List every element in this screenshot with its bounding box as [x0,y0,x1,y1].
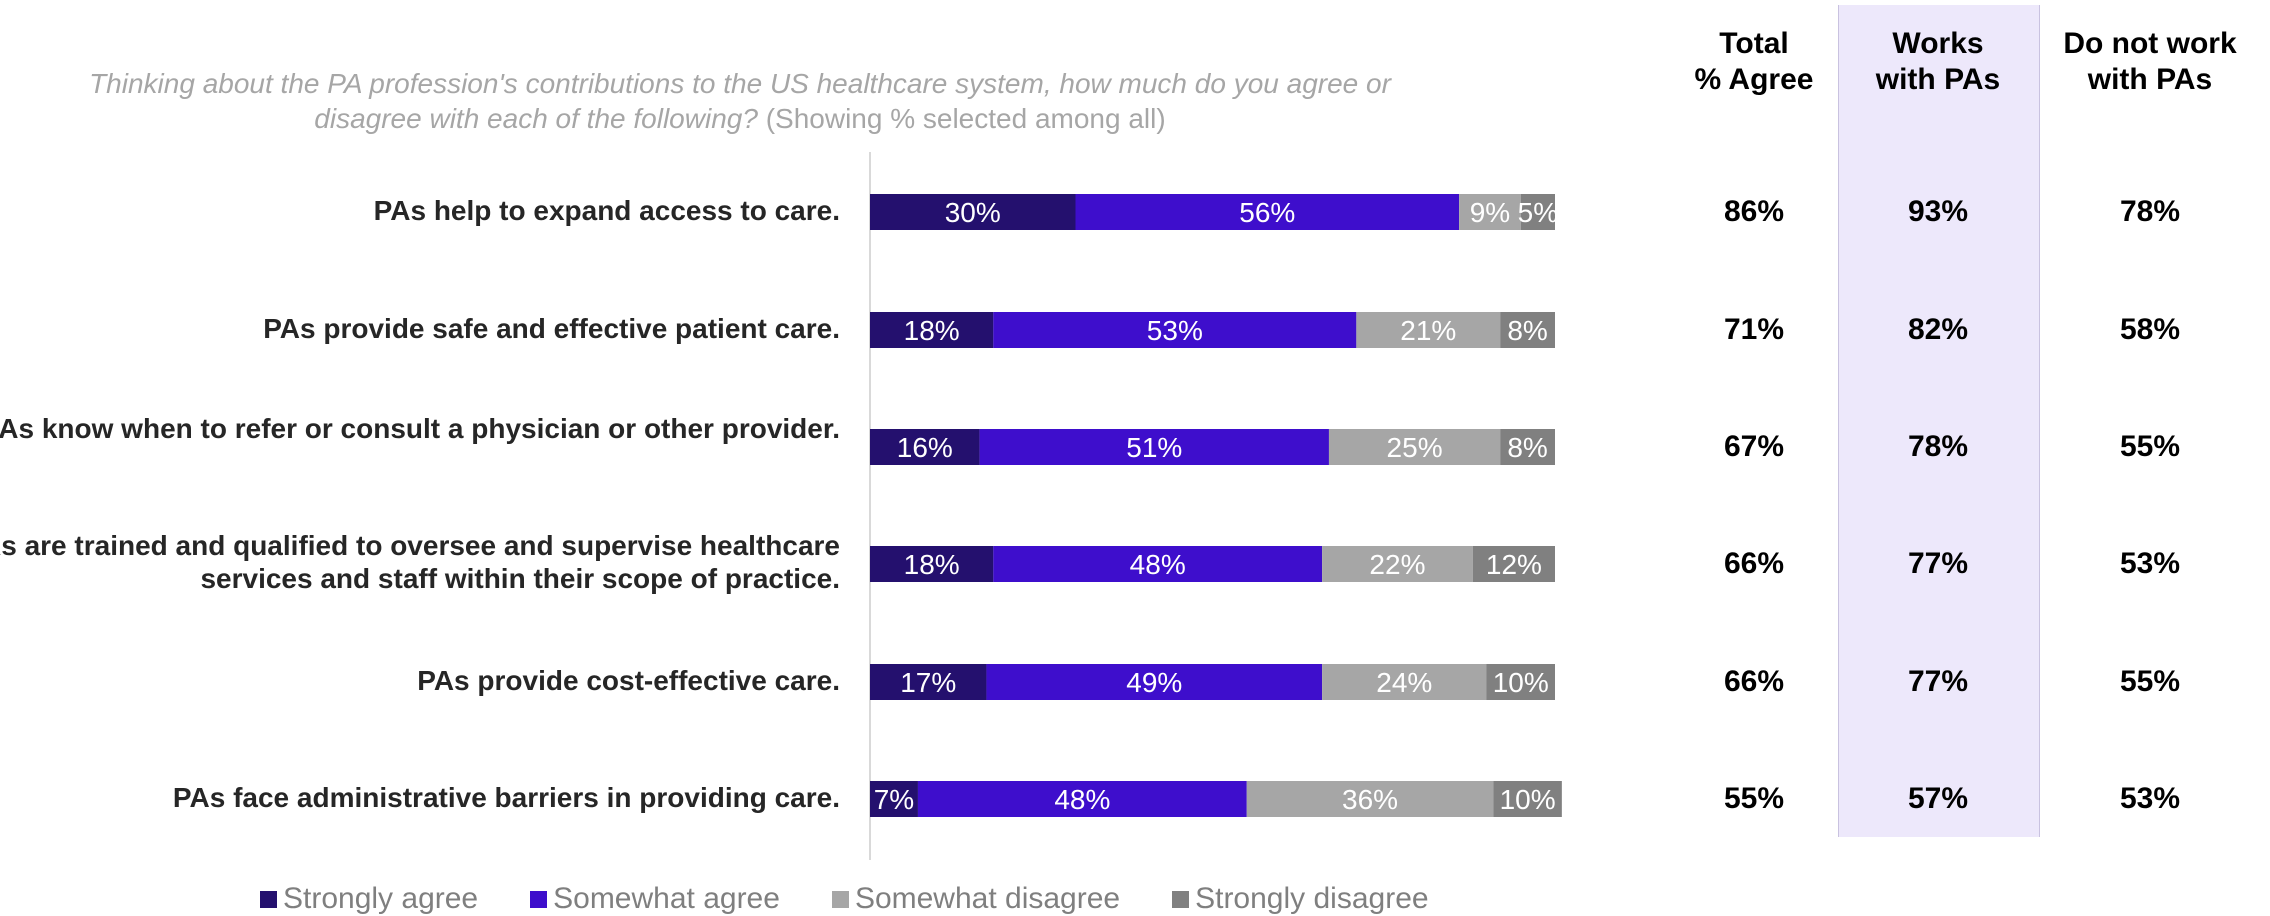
bar-somewhat-agree [979,429,1329,465]
row-label: PAs provide safe and effective patient c… [263,312,840,344]
bar-somewhat-agree [993,312,1357,348]
data-label: 16% [897,432,953,463]
table-column-header: Total % Agree [1694,27,1814,96]
chart-legend: Strongly agree Somewhat agree Somewhat dis… [260,882,1429,916]
bar-somewhat-disagree [1459,194,1521,230]
data-label: 8% [1507,432,1547,463]
bar-somewhat-agree [917,781,1247,817]
row-label: PAs provide cost-effective care. [417,664,840,696]
legend-label: Somewhat disagree [854,882,1121,915]
data-label: 51% [1126,432,1182,463]
row-label: PAs are trained and qualified to oversee… [0,530,840,594]
data-label: 10% [1493,667,1549,698]
bar-strongly-disagree [1472,546,1555,582]
table-cell: 55% [2119,665,2181,698]
row-label: PAs help to expand access to care. [373,194,840,226]
table-cell: 77% [1907,547,1969,580]
table-cell: 82% [1907,313,1969,346]
legend-swatch [1172,890,1190,908]
legend-item: Somewhat agree [530,882,780,916]
legend-swatch [831,890,849,908]
legend-label: Strongly disagree [1195,882,1429,915]
bar-somewhat-disagree [1322,664,1487,700]
data-label: 18% [904,315,960,346]
table-column-header: Do not work with PAs [2063,27,2237,96]
legend-swatch [530,890,548,908]
table-cell: 55% [1723,782,1785,815]
legend-label: Somewhat agree [553,882,780,915]
data-label: 53% [1147,315,1203,346]
bar-strongly-disagree [1500,312,1555,348]
table-cell: 66% [1723,547,1785,580]
bar-strongly-disagree [1486,664,1555,700]
bar-somewhat-disagree [1328,429,1501,465]
row-label: PAs face administrative barriers in prov… [172,781,840,813]
bar-somewhat-disagree [1356,312,1501,348]
data-label: 56% [1239,197,1295,228]
question-main: Thinking about the PA profession's contr… [89,68,1391,134]
legend-item: Strongly agree [260,882,478,916]
table-cell: 93% [1907,195,1969,228]
table-cell: 66% [1723,665,1785,698]
data-label: 49% [1126,667,1182,698]
data-label: 24% [1376,667,1432,698]
table-column-header: Works with PAs [1875,27,2001,96]
table-cell: 78% [2119,195,2181,228]
bar-strongly-disagree [1493,781,1562,817]
bar-strongly-agree [870,194,1076,230]
data-label: 48% [1054,784,1110,815]
bar-somewhat-agree [986,664,1323,700]
question-note: (Showing % selected among all) [765,103,1166,134]
data-label: 7% [874,784,914,815]
bar-strongly-agree [870,429,980,465]
legend-label: Strongly agree [283,882,479,915]
bar-strongly-disagree [1520,194,1555,230]
table-cell: 86% [1723,195,1785,228]
question-text: Thinking about the PA profession's contr… [40,66,1440,136]
table-cell: 71% [1723,313,1785,346]
legend-item: Strongly disagree [1172,882,1429,916]
legend-item: Somewhat disagree [831,882,1121,916]
bar-somewhat-disagree [1246,781,1494,817]
table-cell: 58% [2119,313,2181,346]
data-label: 21% [1400,315,1456,346]
row-label: PAs know when to refer or consult a phys… [0,413,840,444]
data-label: 18% [904,549,960,580]
data-label: 25% [1387,432,1443,463]
data-label: 8% [1507,315,1547,346]
data-label: 17% [900,667,956,698]
bar-strongly-agree [870,781,918,817]
data-label: 12% [1486,549,1542,580]
data-label: 22% [1369,549,1425,580]
table-cell: 78% [1907,430,1969,463]
bar-somewhat-disagree [1322,546,1473,582]
bar-somewhat-agree [993,546,1323,582]
bar-strongly-disagree [1500,429,1555,465]
data-label: 5% [1518,197,1558,228]
bar-somewhat-agree [1075,194,1460,230]
data-label: 9% [1470,197,1510,228]
table-cell: 55% [2119,430,2181,463]
data-label: 36% [1342,784,1398,815]
table-cell: 53% [2119,547,2181,580]
legend-swatch [260,890,277,908]
data-label: 10% [1500,784,1556,815]
bar-strongly-agree [870,664,987,700]
table-cell: 53% [2119,782,2181,815]
table-cell: 67% [1723,430,1785,463]
works-with-pas-highlight [1838,5,2040,837]
data-label: 30% [945,197,1001,228]
table-cell: 57% [1907,782,1969,815]
bar-strongly-agree [870,546,994,582]
bar-strongly-agree [870,312,994,348]
data-label: 48% [1130,549,1186,580]
table-cell: 77% [1907,665,1969,698]
